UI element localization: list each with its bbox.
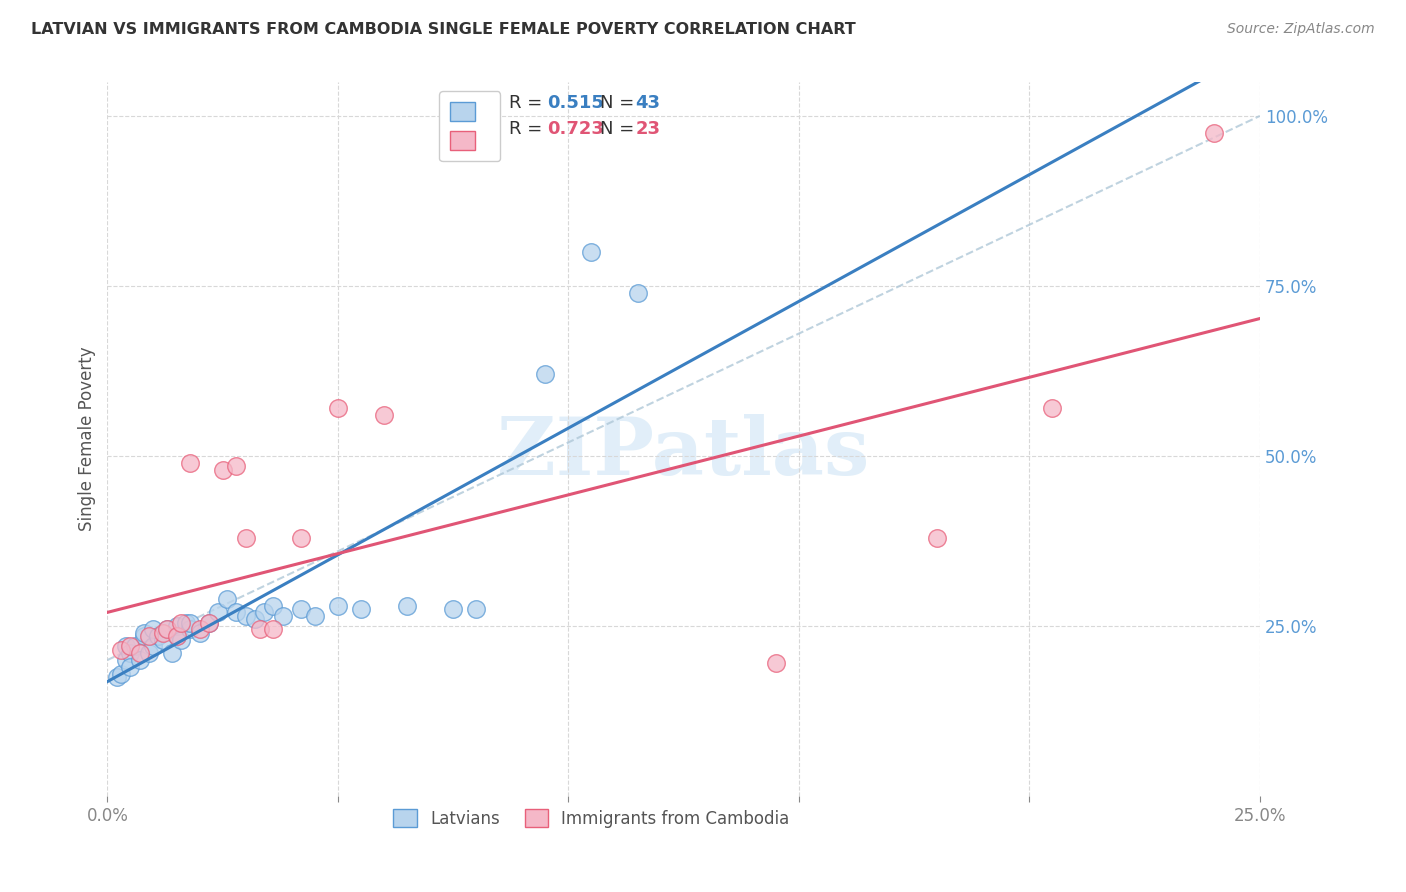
Point (166, 619, 188, 633)
Point (326, 599, 349, 613)
Point (765, 657, 787, 671)
Point (253, 606, 276, 620)
Point (373, 408, 395, 422)
Point (290, 531, 312, 545)
Point (179, 623, 201, 637)
Point (262, 599, 284, 613)
Point (156, 623, 179, 637)
Point (105, 670, 128, 684)
Point (120, 646, 142, 660)
Point (207, 606, 229, 620)
Point (235, 608, 257, 623)
Legend: Latvians, Immigrants from Cambodia: Latvians, Immigrants from Cambodia (387, 802, 796, 834)
Point (179, 615, 201, 630)
Point (626, 285, 648, 300)
Point (166, 629, 188, 643)
Text: 23: 23 (636, 120, 661, 138)
Point (211, 462, 233, 476)
Point (110, 666, 132, 681)
Point (188, 623, 211, 637)
Point (249, 623, 271, 637)
Point (1042, 401, 1064, 416)
Y-axis label: Single Female Poverty: Single Female Poverty (79, 347, 96, 532)
Point (395, 599, 418, 613)
Point (134, 629, 156, 643)
Point (534, 368, 557, 382)
Point (124, 640, 146, 654)
Point (179, 456, 201, 470)
Point (225, 459, 247, 474)
Point (156, 623, 179, 637)
Point (174, 615, 197, 630)
Point (326, 401, 349, 416)
Point (166, 629, 188, 643)
Point (465, 602, 488, 616)
Point (198, 615, 221, 630)
Point (441, 602, 464, 616)
Point (152, 625, 174, 640)
Point (262, 623, 284, 637)
Text: R =: R = (509, 120, 548, 138)
Point (138, 646, 160, 660)
Point (120, 660, 142, 674)
Point (198, 615, 221, 630)
Point (128, 653, 150, 667)
Point (243, 612, 266, 626)
Text: ZIPatlas: ZIPatlas (498, 414, 870, 492)
Point (114, 653, 136, 667)
Text: 43: 43 (636, 94, 661, 112)
Point (120, 640, 142, 654)
Point (927, 531, 949, 545)
Point (138, 629, 160, 643)
Point (271, 608, 294, 623)
Point (235, 531, 257, 545)
Point (170, 632, 193, 647)
Point (142, 640, 165, 654)
Point (1202, 126, 1225, 140)
Point (188, 625, 211, 640)
Text: R =: R = (509, 94, 548, 112)
Point (134, 625, 156, 640)
Point (160, 646, 183, 660)
Text: 0.723: 0.723 (547, 120, 603, 138)
Point (290, 602, 312, 616)
Point (350, 602, 373, 616)
Point (170, 615, 193, 630)
Point (114, 640, 136, 654)
Point (128, 646, 150, 660)
Point (581, 244, 603, 259)
Text: 0.515: 0.515 (547, 94, 603, 112)
Point (142, 623, 165, 637)
Text: LATVIAN VS IMMIGRANTS FROM CAMBODIA SINGLE FEMALE POVERTY CORRELATION CHART: LATVIAN VS IMMIGRANTS FROM CAMBODIA SING… (31, 22, 856, 37)
Point (152, 632, 174, 647)
Point (110, 643, 132, 657)
Point (304, 608, 326, 623)
Text: N =: N = (600, 94, 640, 112)
Point (217, 591, 239, 606)
Text: N =: N = (600, 120, 640, 138)
Text: Source: ZipAtlas.com: Source: ZipAtlas.com (1227, 22, 1375, 37)
Point (146, 629, 169, 643)
Point (225, 606, 247, 620)
